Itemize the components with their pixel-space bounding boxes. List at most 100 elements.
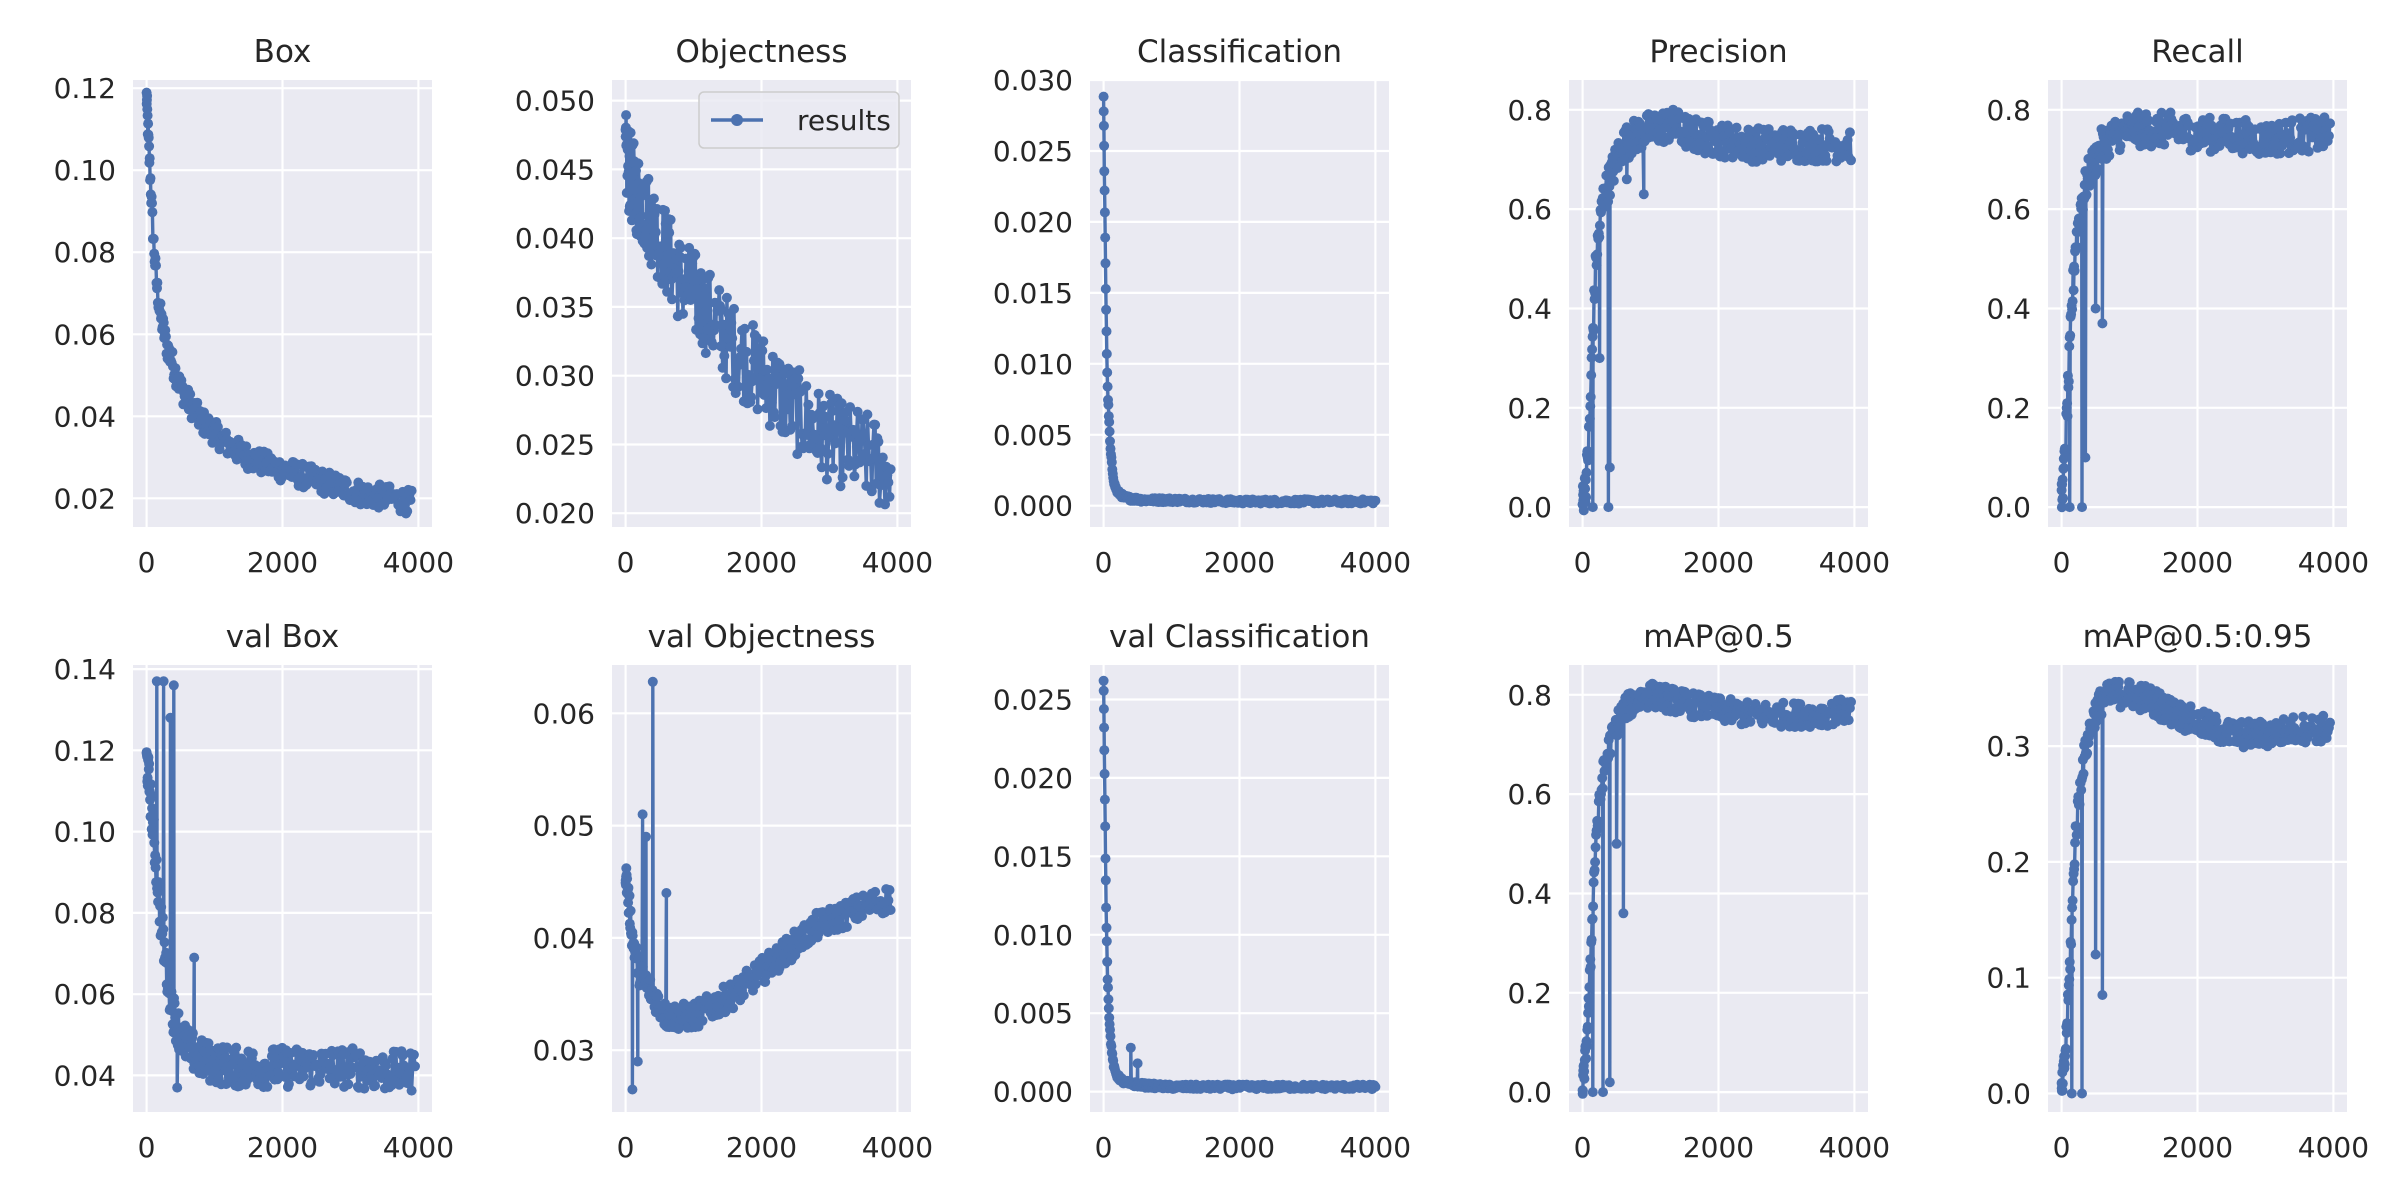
box-data-point — [341, 477, 352, 488]
precision-title: Precision — [1649, 34, 1787, 70]
recall-y-tick-label: 0.2 — [1986, 392, 2031, 425]
recall-data-point — [2080, 452, 2091, 463]
precision-data-point — [1594, 232, 1605, 242]
val-box-data-point — [355, 1048, 365, 1059]
map-at-0-5-series — [1577, 678, 1856, 1099]
recall-data-point — [2065, 330, 2076, 341]
val-box-x-tick-label: 2000 — [247, 1131, 318, 1164]
val-classification-y-tick-label: 0.000 — [993, 1076, 1073, 1109]
val-box-data-point — [187, 1028, 198, 1039]
precision-data-point — [1581, 467, 1592, 478]
val-objectness-y-tick-label: 0.05 — [533, 810, 595, 843]
val-objectness-data-point — [637, 961, 648, 972]
val-objectness-y-tick-label: 0.06 — [533, 697, 595, 730]
recall-data-point — [2090, 303, 2101, 314]
val-classification-data-point — [1099, 794, 1110, 805]
recall-data-point — [2062, 398, 2073, 409]
box-series — [141, 87, 417, 519]
classification-data-point — [1100, 283, 1111, 294]
classification-y-tick-label: 0.025 — [993, 135, 1073, 168]
box-data-point — [144, 153, 155, 164]
objectness-data-point — [758, 336, 769, 347]
map-at-0-5-0-95-data-point — [2185, 701, 2196, 712]
val-objectness-data-point — [661, 888, 672, 898]
val-box-data-point — [410, 1061, 420, 1072]
objectness-data-point — [673, 266, 684, 276]
box-data-point — [155, 298, 166, 309]
val-box-data-point — [408, 1049, 419, 1060]
box-panel: 0.02 0.04 0.06 0.08 0.10 0.12 0 2000 4000 Box — [54, 34, 454, 579]
precision-data-point — [1638, 189, 1649, 200]
val-box-data-point — [168, 680, 179, 691]
objectness-y-tick-label: 0.050 — [515, 85, 595, 118]
map-at-0-5-data-point — [1581, 1053, 1592, 1064]
val-objectness-data-point — [632, 1056, 643, 1067]
objectness-data-point — [667, 294, 677, 305]
val-box-data-point — [225, 1071, 236, 1082]
objectness-data-point — [807, 413, 818, 424]
map-at-0-5-0-95-title: mAP@0.5:0.95 — [2083, 619, 2313, 655]
val-box-x-tick-label: 4000 — [383, 1131, 454, 1164]
recall-data-point — [2081, 189, 2092, 200]
map-at-0-5-data-point — [1581, 1041, 1592, 1052]
val-classification-y-tick-label: 0.020 — [993, 762, 1073, 795]
objectness-data-point — [643, 173, 654, 184]
objectness-data-point — [764, 420, 775, 431]
objectness-data-point — [662, 286, 673, 297]
val-box-data-point — [149, 837, 160, 848]
val-box-data-point — [144, 758, 155, 769]
map-at-0-5-data-point — [1585, 961, 1596, 972]
val-box-data-point — [151, 854, 162, 865]
objectness-data-point — [678, 274, 689, 285]
val-objectness-data-point — [841, 922, 852, 932]
map-at-0-5-data-point — [1843, 715, 1854, 726]
map-at-0-5-0-95-data-point — [2096, 709, 2107, 720]
objectness-y-tick-label: 0.035 — [515, 291, 595, 324]
box-y-tick-label: 0.08 — [54, 236, 116, 269]
objectness-data-point — [628, 138, 639, 149]
box-data-point — [151, 260, 161, 271]
precision-x-tick-label: 0 — [1574, 546, 1592, 579]
map-at-0-5-data-point — [1597, 783, 1608, 794]
val-box-data-point — [157, 912, 168, 923]
val-classification-data-point — [1101, 936, 1112, 947]
objectness-data-point — [718, 319, 729, 330]
val-classification-data-point — [1132, 1058, 1143, 1069]
precision-y-tick-label: 0.8 — [1507, 94, 1552, 127]
objectness-y-tick-label: 0.030 — [515, 360, 595, 393]
recall-data-point — [2097, 318, 2108, 329]
val-classification-y-tick-label: 0.005 — [993, 997, 1073, 1030]
classification-data-point — [1102, 381, 1113, 392]
classification-data-point — [1099, 166, 1110, 177]
val-objectness-data-point — [857, 911, 867, 922]
val-box-data-point — [150, 862, 161, 873]
precision-y-tick-label: 0.0 — [1507, 491, 1552, 524]
map-at-0-5-0-95-data-point — [2298, 711, 2309, 722]
objectness-data-point — [827, 406, 838, 417]
classification-data-point — [1101, 326, 1112, 337]
map-at-0-5-0-95-x-tick-label: 0 — [2053, 1131, 2071, 1164]
precision-data-point — [1608, 175, 1619, 186]
classification-data-point — [1101, 304, 1112, 315]
map-at-0-5-x-tick-label: 2000 — [1683, 1131, 1754, 1164]
recall-y-tick-label: 0.4 — [1986, 293, 2031, 326]
val-objectness-data-point — [750, 979, 761, 990]
objectness-data-point — [710, 320, 721, 331]
objectness-data-point — [675, 242, 686, 253]
objectness-data-point — [727, 333, 738, 344]
classification-data-point — [1098, 91, 1109, 102]
precision-data-point — [1846, 155, 1856, 166]
objectness-data-point — [708, 340, 719, 351]
classification-title: Classification — [1137, 34, 1342, 70]
box-data-point — [143, 118, 154, 129]
precision-y-tick-label: 0.4 — [1507, 293, 1552, 326]
val-box-data-point — [159, 937, 170, 948]
val-box-data-point — [262, 1081, 273, 1092]
val-objectness-data-point — [645, 974, 656, 985]
classification-y-tick-label: 0.015 — [993, 277, 1073, 310]
objectness-data-point — [660, 205, 670, 216]
box-y-tick-label: 0.06 — [54, 318, 116, 351]
classification-x-tick-label: 4000 — [1340, 546, 1411, 579]
val-objectness-data-point — [883, 895, 894, 906]
recall-data-point — [2159, 139, 2170, 150]
